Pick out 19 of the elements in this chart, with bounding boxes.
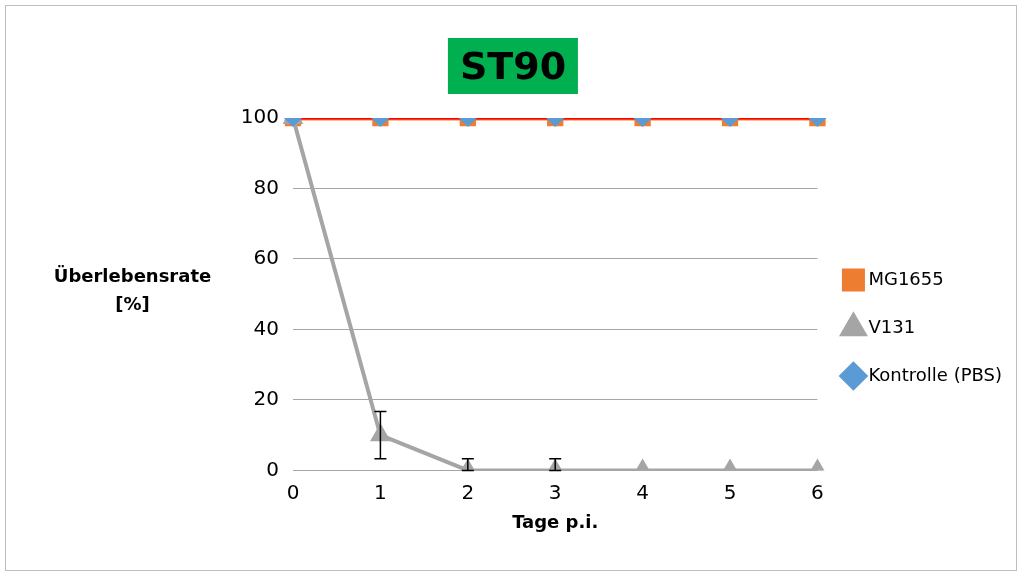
x-tick-label: 6	[811, 479, 824, 504]
chart-title: ST90	[447, 38, 579, 94]
x-axis-title: Tage p.i.	[512, 510, 599, 532]
y-tick-label: 80	[253, 174, 279, 199]
x-tick-label: 4	[636, 479, 649, 504]
y-tick-label: 40	[253, 315, 279, 340]
y-tick-label: 20	[253, 386, 279, 411]
y-tick-label: 100	[240, 104, 279, 129]
x-tick-label: 1	[374, 479, 387, 504]
legend-label: MG1655	[868, 267, 944, 289]
y-tick-label: 0	[266, 456, 279, 481]
x-tick-label: 2	[461, 479, 475, 504]
legend-label: Kontrolle (PBS)	[868, 363, 1002, 385]
y-axis-title: Überlebensrate [%]	[52, 264, 213, 316]
x-tick-label: 3	[548, 479, 562, 504]
legend-label: V131	[868, 315, 916, 337]
x-tick-label: 5	[723, 479, 737, 504]
x-tick-label: 0	[286, 479, 300, 504]
y-tick-label: 60	[253, 245, 279, 270]
